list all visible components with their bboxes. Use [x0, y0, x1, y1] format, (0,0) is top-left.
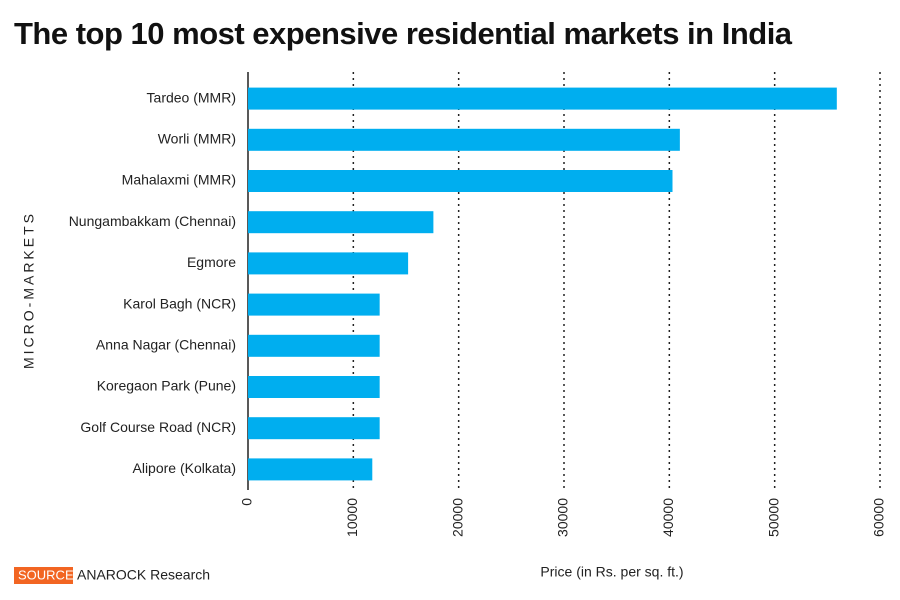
y-tick-label: Tardeo (MMR) [147, 89, 236, 105]
bar [248, 458, 373, 481]
y-tick-label: Nungambakkam (Chennai) [69, 213, 236, 229]
bar [248, 376, 380, 398]
x-tick-label: 10000 [344, 498, 360, 537]
source-tag: SOURCE [18, 567, 74, 582]
source-tag-bg [14, 567, 73, 584]
y-tick-label: Anna Nagar (Chennai) [96, 337, 236, 353]
bar [248, 211, 434, 234]
y-tick-label: Alipore (Kolkata) [133, 460, 237, 476]
y-tick-label: Worli (MMR) [158, 131, 236, 147]
bar [248, 128, 680, 151]
chart-title: The top 10 most expensive residential ma… [14, 16, 793, 51]
bar [248, 334, 380, 357]
y-tick-label: Golf Course Road (NCR) [80, 419, 236, 435]
y-tick-label: Karol Bagh (NCR) [123, 295, 236, 311]
bar [248, 417, 380, 440]
x-tick-label: 0 [239, 498, 255, 506]
y-tick-label: Koregaon Park (Pune) [97, 378, 236, 394]
bar [248, 87, 837, 110]
x-tick-label: 60000 [871, 498, 887, 537]
y-axis-label: MICRO-MARKETS [21, 211, 37, 369]
bar [248, 293, 380, 316]
x-tick-label: 40000 [660, 498, 676, 537]
x-tick-label: 50000 [765, 498, 781, 537]
y-tick-label: Egmore [187, 254, 236, 270]
bar [248, 252, 409, 275]
y-tick-label: Mahalaxmi (MMR) [122, 172, 236, 188]
source: ANAROCK Research [77, 567, 210, 583]
x-tick-label: 20000 [449, 498, 465, 537]
x-tick-label: 30000 [555, 498, 571, 537]
bar [248, 170, 673, 192]
x-axis-label: Price (in Rs. per sq. ft.) [540, 564, 683, 580]
